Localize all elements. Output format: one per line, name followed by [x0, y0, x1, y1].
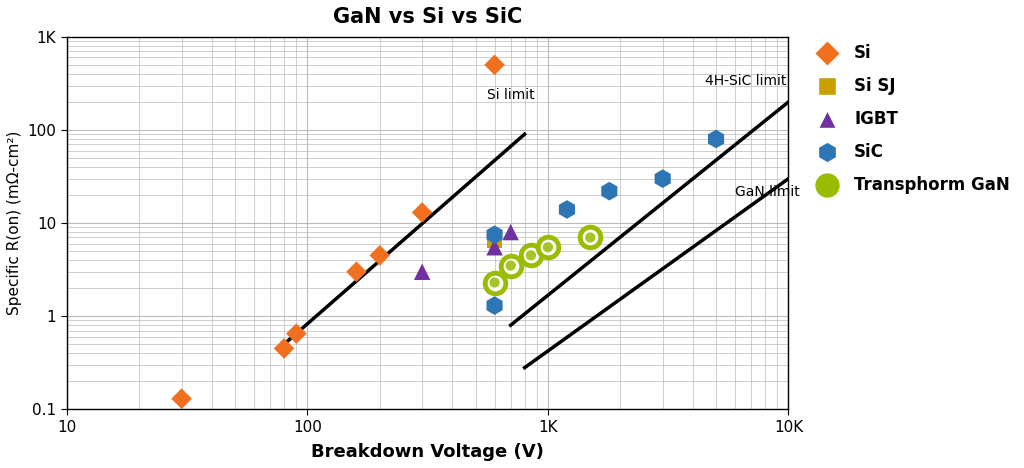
Text: GaN limit: GaN limit	[735, 185, 800, 199]
Point	[486, 237, 503, 244]
Text: 4H-SiC limit: 4H-SiC limit	[706, 74, 786, 88]
Point	[486, 61, 503, 69]
Point	[582, 234, 598, 241]
Point	[486, 231, 503, 239]
Text: Si limit: Si limit	[487, 88, 535, 102]
Point	[582, 234, 598, 241]
Point	[503, 228, 519, 236]
Point	[601, 188, 617, 195]
Point	[275, 345, 292, 352]
Point	[486, 243, 503, 251]
Point	[540, 243, 556, 251]
Point	[414, 268, 430, 276]
Title: GaN vs Si vs SiC: GaN vs Si vs SiC	[333, 7, 522, 27]
Point	[486, 279, 503, 286]
Point	[522, 252, 539, 259]
Point	[522, 252, 539, 259]
X-axis label: Breakdown Voltage (V): Breakdown Voltage (V)	[311, 443, 544, 461]
Point	[173, 395, 189, 402]
Point	[414, 209, 430, 216]
Point	[708, 135, 724, 143]
Y-axis label: Specific R(on) (mΩ-cm²): Specific R(on) (mΩ-cm²)	[7, 131, 22, 315]
Point	[372, 252, 388, 259]
Point	[654, 175, 671, 183]
Point	[559, 206, 575, 213]
Legend: Si, Si SJ, IGBT, SiC, Transphorm GaN: Si, Si SJ, IGBT, SiC, Transphorm GaN	[804, 38, 1017, 201]
Point	[486, 302, 503, 309]
Point	[486, 279, 503, 286]
Point	[540, 243, 556, 251]
Point	[288, 330, 304, 337]
Point	[503, 262, 519, 269]
Point	[348, 268, 365, 276]
Point	[503, 262, 519, 269]
